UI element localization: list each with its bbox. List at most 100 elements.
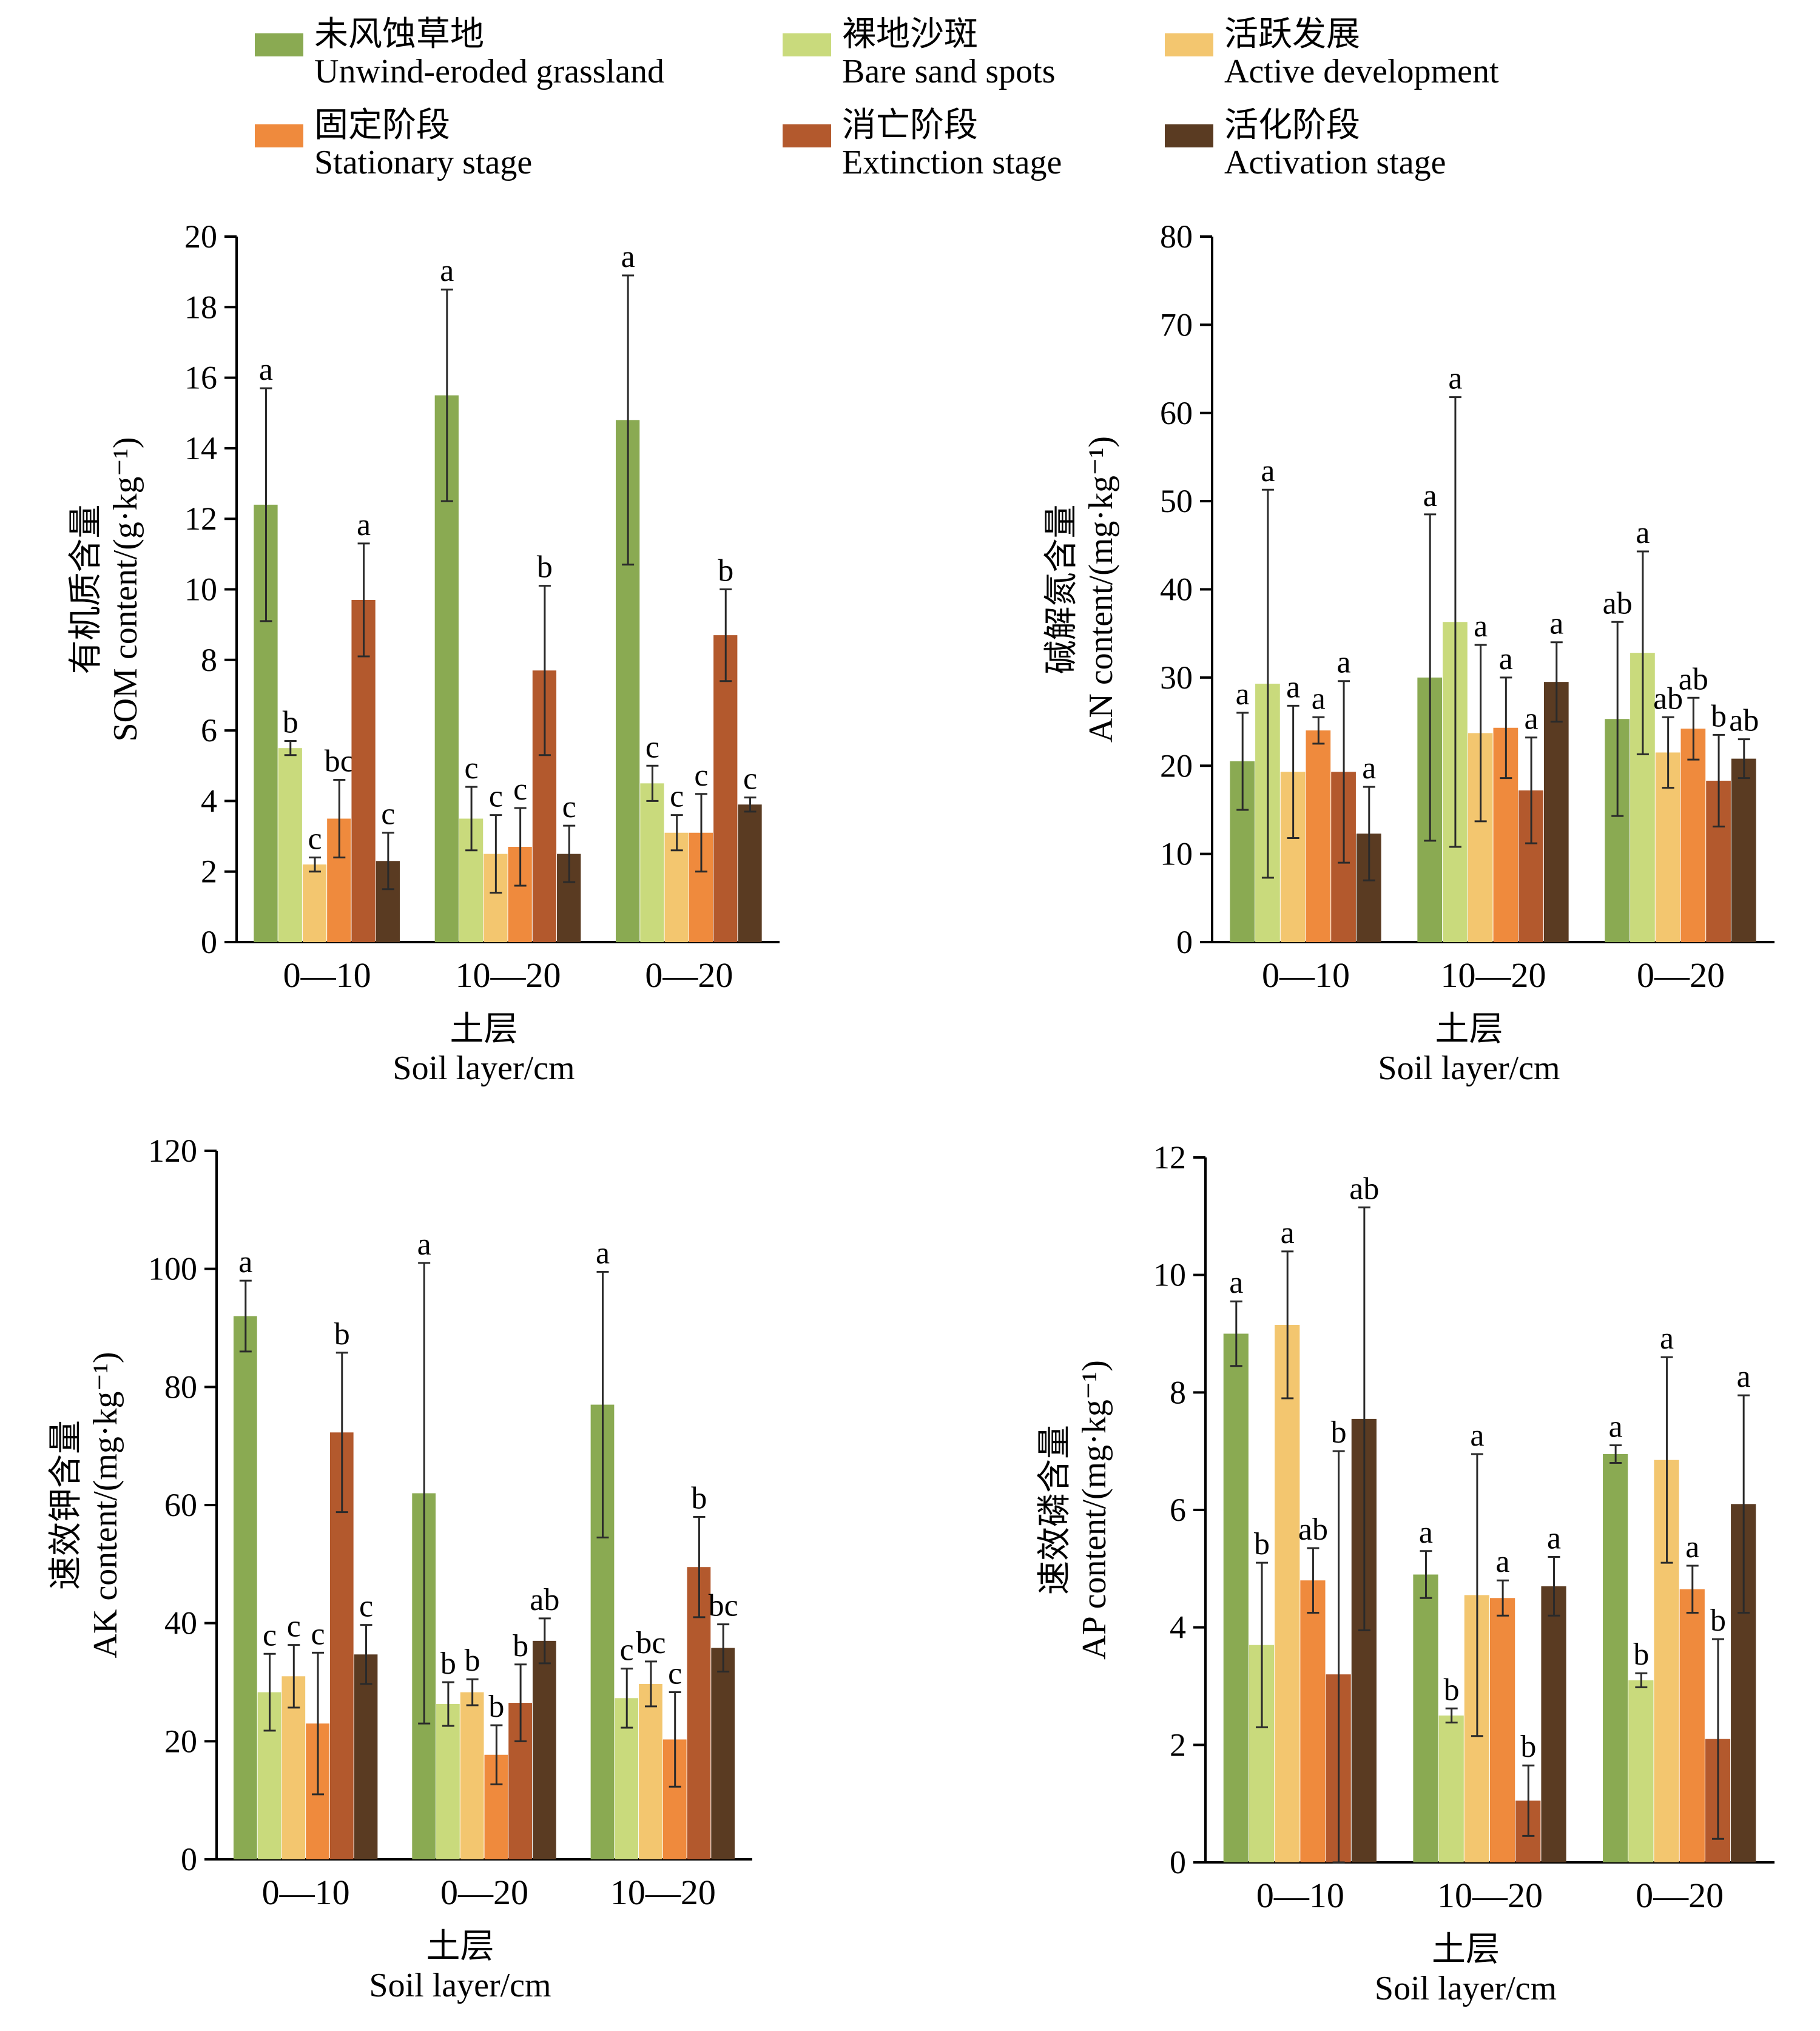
significance-letter: b [1444,1672,1460,1707]
significance-letter: b [718,554,733,588]
bar [532,1640,556,1859]
bar [639,1683,662,1859]
significance-letter: b [1711,699,1727,733]
bar [1603,1454,1628,1862]
y-axis-title-zh: 有机质含量 [67,505,105,675]
significance-letter: a [1419,1515,1433,1550]
bar [278,748,302,942]
significance-letter: b [1633,1637,1649,1672]
significance-letter: c [308,821,322,856]
y-tick-label: 0 [1176,924,1193,960]
significance-letter: bc [709,1589,738,1623]
significance-letter: c [311,1617,325,1651]
significance-letter: bc [636,1626,666,1660]
significance-letter: a [259,352,273,387]
legend-label-zh: 固定阶段 [314,107,450,144]
bar [1490,1598,1515,1862]
significance-letter: a [1549,607,1563,641]
significance-letter: ab [1298,1512,1328,1547]
y-axis-title-zh: 速效磷含量 [1036,1425,1074,1595]
x-tick-label: 10—20 [1437,1876,1543,1915]
y-axis-title-zh: 碱解氮含量 [1043,505,1080,675]
x-axis-title-en: Soil layer/cm [1375,1970,1557,2007]
significance-letter: b [1520,1730,1536,1764]
y-tick-label: 8 [201,642,217,678]
significance-letter: a [1312,681,1326,716]
significance-letter: b [1710,1603,1726,1638]
significance-letter: bc [325,744,354,779]
significance-letter: a [1474,609,1488,644]
x-tick-label: 0—10 [1256,1876,1344,1915]
significance-letter: c [489,780,503,814]
significance-letter: b [465,1643,480,1678]
bar [1413,1574,1438,1862]
legend-label-en: Stationary stage [314,144,532,181]
significance-letter: c [620,1633,634,1668]
bar [1679,1589,1705,1862]
x-tick-label: 10—20 [1441,955,1546,995]
y-tick-label: 30 [1160,659,1193,696]
y-tick-label: 8 [1170,1374,1186,1410]
significance-letter: a [1470,1418,1484,1453]
x-tick-label: 0—10 [1262,955,1350,995]
significance-letter: a [1236,677,1250,712]
significance-letter: b [440,1646,456,1681]
significance-letter: c [381,797,395,832]
y-tick-label: 14 [184,430,217,466]
y-axis-title-zh: 速效钾含量 [47,1420,85,1590]
y-axis-title-en: SOM content/(g·kg⁻¹) [107,437,144,741]
ap-chart: 024681012abaabbab0—10abaaba10—20abaaba0—… [1036,1139,1774,2007]
significance-letter: c [743,762,757,797]
bar [713,635,738,942]
y-tick-label: 40 [1160,571,1193,608]
significance-letter: ab [1653,681,1683,716]
significance-letter: b [513,1629,528,1663]
significance-letter: a [1737,1359,1751,1394]
y-tick-label: 20 [184,218,217,255]
significance-letter: a [1423,479,1437,513]
x-axis-title-zh: 土层 [1435,1011,1503,1048]
legend-label-en: Bare sand spots [842,53,1056,90]
y-tick-label: 2 [1170,1726,1186,1763]
y-tick-label: 10 [1153,1257,1186,1293]
significance-letter: b [1254,1527,1270,1561]
legend-label-zh: 消亡阶段 [842,107,978,144]
y-tick-label: 20 [164,1723,197,1759]
y-axis-title-en: AP content/(mg·kg⁻¹) [1076,1360,1113,1660]
bar [1628,1680,1654,1862]
significance-letter: a [1281,1216,1295,1250]
significance-letter: c [465,751,479,786]
y-tick-label: 60 [1160,395,1193,431]
x-axis-title-en: Soil layer/cm [369,1967,551,2004]
x-tick-label: 0—20 [1636,1876,1724,1915]
legend-swatch [783,124,831,147]
bar [1541,1586,1566,1862]
significance-letter: b [334,1317,350,1352]
legend-label-en: Activation stage [1224,144,1446,181]
significance-letter: a [1337,645,1351,680]
x-tick-label: 10—20 [610,1873,716,1912]
x-tick-label: 0—20 [1637,955,1725,995]
significance-letter: b [691,1481,707,1515]
legend-label-en: Active development [1224,53,1499,90]
y-tick-label: 120 [148,1133,197,1169]
significance-letter: a [238,1245,252,1279]
y-tick-label: 40 [164,1605,197,1642]
significance-letter: a [1636,516,1650,550]
significance-letter: a [1362,751,1376,786]
x-tick-label: 0—10 [262,1873,350,1912]
significance-letter: c [359,1589,373,1624]
bar [233,1316,257,1859]
y-tick-label: 0 [201,924,217,960]
y-tick-label: 80 [1160,218,1193,255]
legend-swatch [1165,33,1213,56]
y-tick-label: 18 [184,289,217,325]
y-tick-label: 16 [184,360,217,396]
significance-letter: b [488,1689,504,1724]
significance-letter: c [645,730,659,764]
legend-swatch [255,33,303,56]
significance-letter: ab [530,1583,559,1617]
bar [1306,730,1331,942]
